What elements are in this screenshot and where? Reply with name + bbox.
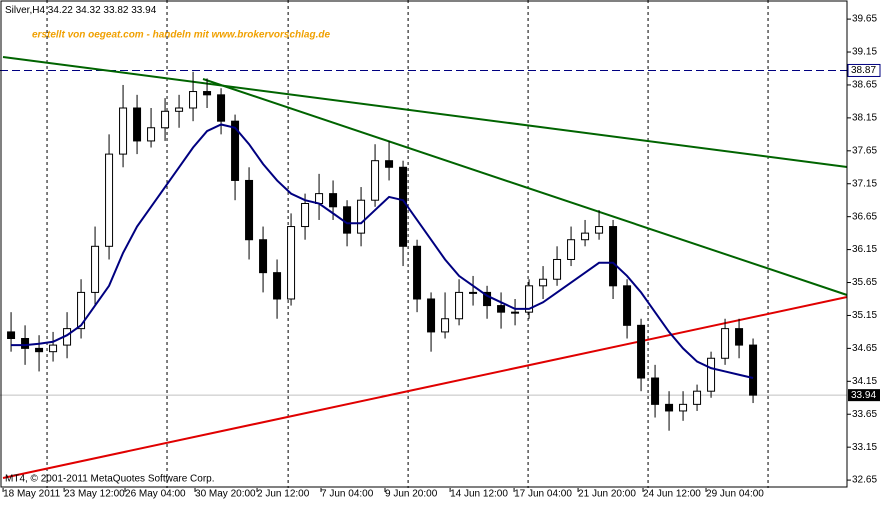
x-tick-label: 9 Jun 20:00	[385, 489, 438, 500]
candle-body	[511, 311, 520, 314]
candle-body	[161, 110, 170, 129]
candle-body	[497, 305, 506, 313]
candle-body	[441, 318, 450, 333]
candle-body	[245, 179, 254, 241]
candle-body	[105, 153, 114, 247]
candle-body	[231, 120, 240, 181]
header: Silver,H4 34.22 34.32 33.82 33.94	[5, 5, 157, 16]
y-tick-label: 37.15	[852, 178, 877, 189]
candle-body	[721, 328, 730, 359]
trend-line	[202, 78, 848, 296]
x-tick-label: 24 Jun 12:00	[643, 489, 701, 500]
candle-body	[203, 91, 212, 96]
candle-body	[385, 160, 394, 168]
candle-body	[91, 245, 100, 293]
y-tick-label: 38.65	[852, 80, 877, 91]
candle-body	[217, 94, 226, 122]
candle-body	[175, 107, 184, 112]
candle-body	[623, 285, 632, 326]
trend-line	[2, 56, 848, 168]
y-tick-label: 35.65	[852, 277, 877, 288]
candle-body	[637, 324, 646, 379]
ohlc: 34.32	[76, 5, 101, 16]
plot-frame	[0, 0, 848, 488]
symbol: Silver,H4	[5, 5, 45, 16]
trend-line	[2, 296, 848, 479]
candle-body	[21, 338, 30, 349]
level-label: 38.87	[851, 65, 876, 76]
candle-body	[329, 193, 338, 208]
y-tick-label: 39.15	[852, 47, 877, 58]
ohlc: 34.22	[48, 5, 73, 16]
candle-body	[259, 239, 268, 274]
candle-body	[609, 226, 618, 287]
y-tick-label: 33.15	[852, 442, 877, 453]
candle-body	[567, 239, 576, 260]
candle-body	[595, 226, 604, 234]
x-tick-label: 23 May 12:00	[64, 489, 125, 500]
candle-body	[413, 245, 422, 300]
x-tick-label: 2 Jun 12:00	[257, 489, 310, 500]
level-label-box	[847, 63, 881, 77]
y-tick-label: 38.15	[852, 113, 877, 124]
copyright: MT4, © 2001-2011 MetaQuotes Software Cor…	[5, 474, 215, 485]
y-tick-label: 32.65	[852, 475, 877, 486]
candle-body	[35, 347, 44, 353]
candle-body	[469, 291, 478, 294]
annotation: erstellt von oegeat.com - handeln mit ww…	[32, 30, 330, 41]
candle-body	[77, 291, 86, 330]
candle-body	[371, 160, 380, 201]
y-tick-label: 35.15	[852, 310, 877, 321]
x-tick-label: 29 Jun 04:00	[706, 489, 764, 500]
y-tick-label: 36.65	[852, 211, 877, 222]
candle-body	[525, 285, 534, 313]
y-tick-label: 34.15	[852, 376, 877, 387]
candle-body	[749, 344, 758, 396]
candle-body	[49, 344, 58, 353]
candle-body	[427, 298, 436, 333]
y-tick-label: 33.65	[852, 409, 877, 420]
candle-body	[273, 272, 282, 300]
candle-body	[399, 166, 408, 247]
x-tick-label: 14 Jun 12:00	[450, 489, 508, 500]
candle-body	[553, 258, 562, 280]
candle-body	[343, 206, 352, 234]
y-tick-label: 34.65	[852, 343, 877, 354]
candle-body	[133, 107, 142, 142]
moving-average	[11, 123, 754, 379]
candle-body	[119, 107, 128, 155]
x-tick-label: 26 May 04:00	[125, 489, 186, 500]
x-tick-label: 17 Jun 04:00	[514, 489, 572, 500]
candle-body	[287, 226, 296, 300]
x-tick-label: 21 Jun 20:00	[578, 489, 636, 500]
last-price-label: 33.94	[851, 390, 876, 401]
x-tick-label: 18 May 2011	[3, 489, 61, 500]
ohlc: 33.82	[103, 5, 128, 16]
x-tick-label: 7 Jun 04:00	[321, 489, 374, 500]
candle-body	[651, 377, 660, 405]
ohlc: 33.94	[131, 5, 156, 16]
y-tick-label: 39.65	[852, 14, 877, 25]
candle-body	[483, 291, 492, 307]
candle-body	[707, 357, 716, 392]
y-tick-label: 37.65	[852, 145, 877, 156]
candle-body	[693, 390, 702, 405]
candle-body	[735, 328, 744, 346]
candle-body	[539, 278, 548, 287]
candle-body	[679, 403, 688, 412]
candle-body	[581, 232, 590, 241]
candle-body	[357, 199, 366, 234]
candle-body	[189, 91, 198, 109]
candle-body	[455, 291, 464, 320]
candle-body	[665, 403, 674, 412]
candle-body	[147, 127, 156, 142]
y-tick-label: 36.15	[852, 244, 877, 255]
last-price-box	[848, 389, 880, 402]
x-tick-label: 30 May 20:00	[195, 489, 256, 500]
candle-body	[7, 331, 16, 340]
candle-body	[301, 202, 310, 228]
